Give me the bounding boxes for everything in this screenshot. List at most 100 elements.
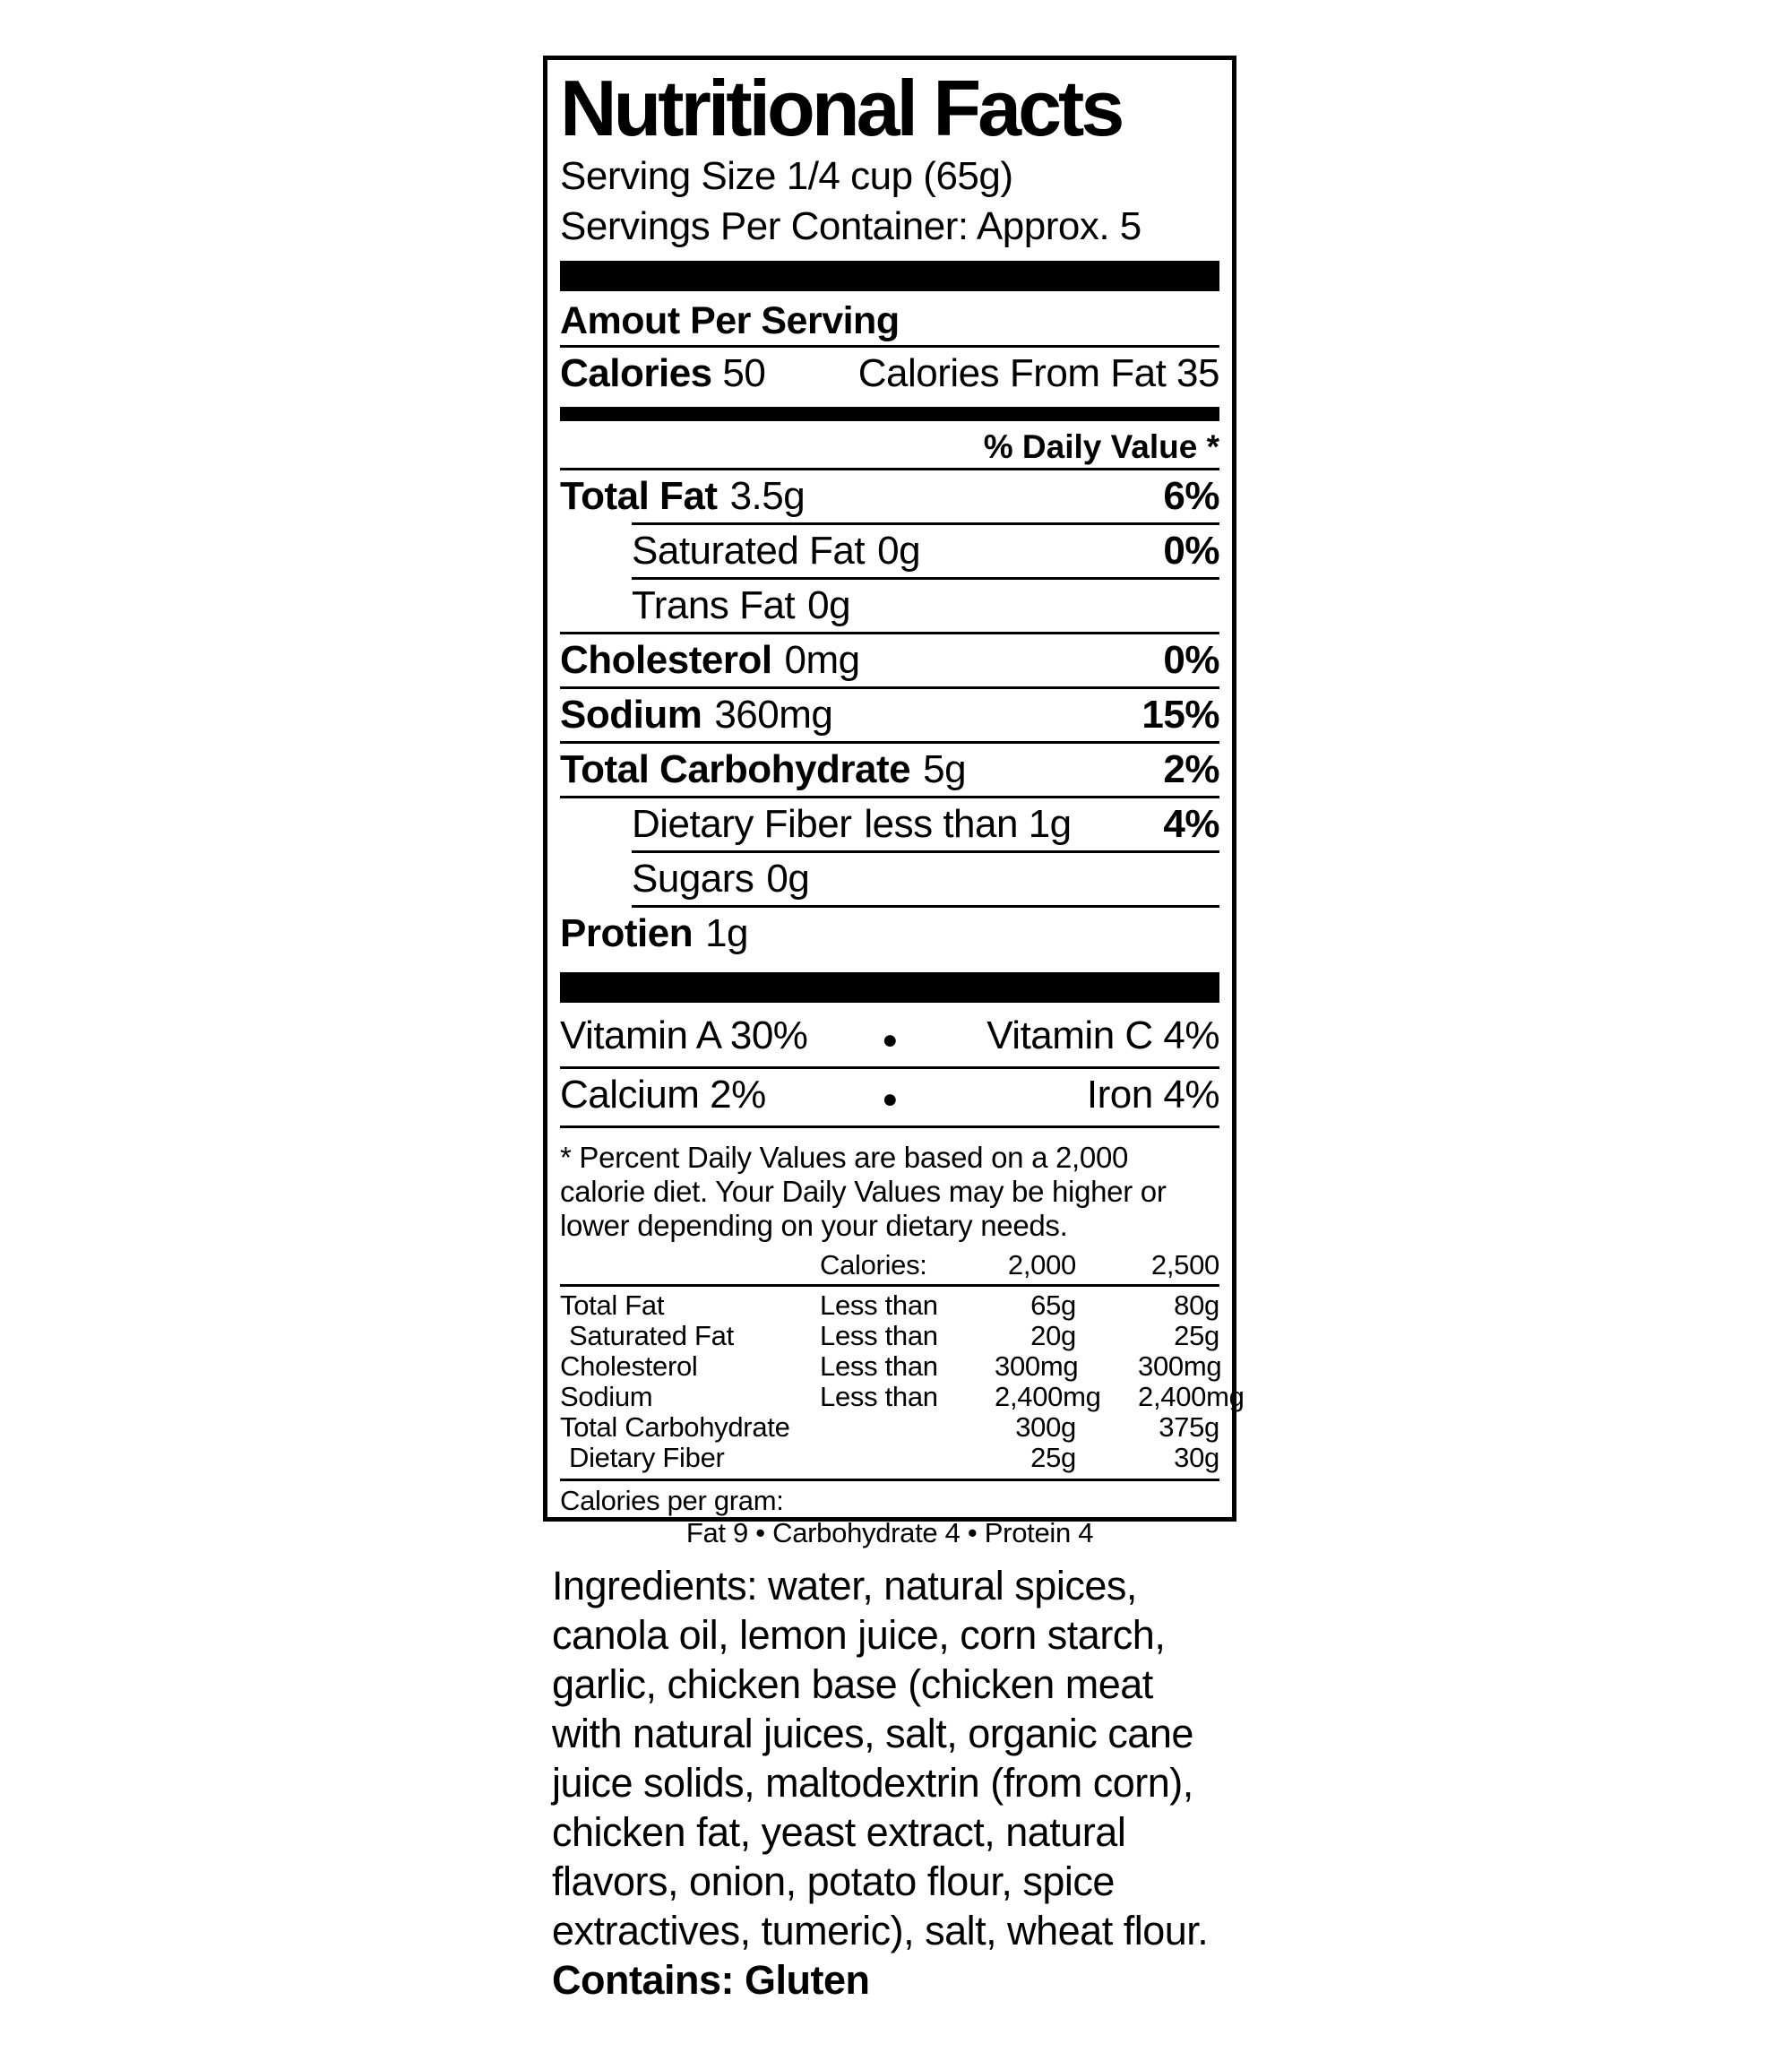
- dv-row-qualifier: [820, 1412, 995, 1443]
- nutrient-daily-value: 2%: [1163, 747, 1219, 791]
- dv-row-name: Total Fat: [560, 1289, 665, 1321]
- nutrient-amount: 1g: [705, 911, 749, 955]
- ingredients-line: garlic, chicken base (chicken meat: [552, 1661, 1153, 1707]
- dv-table-row-saturated-fat: Saturated Fat Less than 20g 25g: [560, 1321, 1219, 1351]
- nutrient-daily-value: 6%: [1163, 474, 1219, 518]
- nutrient-amount: 0g: [807, 583, 851, 627]
- dv-row-2000-value: 300g: [1015, 1411, 1076, 1443]
- dv-row-2000-value: 300mg: [995, 1350, 1079, 1382]
- nutrient-daily-value: 0%: [1163, 529, 1219, 573]
- calcium-value: Calcium 2%: [560, 1073, 766, 1117]
- nutrient-amount: 3.5g: [729, 474, 806, 518]
- label-title: Nutritional Facts: [560, 64, 1124, 152]
- medium-rule: [560, 407, 1219, 421]
- ingredients-line: chicken fat, yeast extract, natural: [552, 1809, 1126, 1855]
- calories-value: 50: [722, 351, 766, 395]
- dv-row-2000-value: 25g: [1030, 1442, 1076, 1473]
- bullet-icon: ●: [882, 1084, 898, 1114]
- vitamin-row-1: Vitamin A 30% ● Vitamin C 4%: [560, 1010, 1220, 1066]
- dv-row-2500-value: 25g: [1174, 1320, 1219, 1351]
- dv-header-spacer: [560, 1250, 820, 1281]
- dv-row-2500-value: 80g: [1174, 1289, 1219, 1321]
- separator: [632, 905, 1219, 908]
- bullet-icon: ●: [882, 1025, 898, 1055]
- thick-rule-middle: [560, 972, 1219, 1003]
- servings-per-container: Servings Per Container: Approx. 5: [560, 204, 1142, 248]
- calories-label: Calories: [560, 351, 712, 395]
- vitamin-c-value: Vitamin C 4%: [986, 1013, 1219, 1057]
- dv-row-name: Sodium: [560, 1381, 653, 1412]
- nutrient-name: Cholesterol: [560, 638, 772, 682]
- separator: [632, 577, 1219, 580]
- dv-row-qualifier: Less than: [820, 1320, 938, 1351]
- nutrient-amount: 360mg: [714, 693, 833, 737]
- calories-per-gram-values: Fat 9 • Carbohydrate 4 • Protein 4: [685, 1517, 1094, 1548]
- separator: [560, 1284, 1219, 1287]
- nutrient-row-total-fat: Total Fat 3.5g 6%: [560, 470, 1219, 522]
- vitamin-row-2: Calcium 2% ● Iron 4%: [560, 1069, 1220, 1125]
- dv-row-qualifier: Less than: [820, 1381, 938, 1412]
- nutrient-row-cholesterol: Cholesterol 0mg 0%: [560, 634, 1219, 686]
- nutrient-name: Sodium: [560, 693, 702, 737]
- ingredients-line: flavors, onion, potato flour, spice: [552, 1858, 1115, 1904]
- calories-from-fat: Calories From Fat 35: [857, 351, 1220, 395]
- separator: [560, 468, 1219, 470]
- nutrient-row-dietary-fiber: Dietary Fiber less than 1g 4%: [560, 798, 1219, 850]
- separator: [560, 1125, 1219, 1128]
- separator: [560, 632, 1219, 634]
- dv-table-row-sodium: Sodium Less than 2,400mg 2,400mg: [560, 1381, 1245, 1412]
- serving-size: Serving Size 1/4 cup (65g): [560, 154, 1013, 198]
- nutrient-row-sodium: Sodium 360mg 15%: [560, 689, 1219, 741]
- dv-row-2500-value: 2,400mg: [1138, 1381, 1245, 1412]
- nutrient-row-trans-fat: Trans Fat 0g: [560, 580, 1219, 632]
- dv-table-row-cholesterol: Cholesterol Less than 300mg 300mg: [560, 1350, 1222, 1382]
- separator: [560, 345, 1219, 348]
- nutrient-name: Saturated Fat: [632, 529, 866, 573]
- dv-table-row-total-carbohydrate: Total Carbohydrate 300g 375g: [560, 1412, 1219, 1443]
- daily-value-footnote: * Percent Daily Values are based on a 2,…: [560, 1141, 1167, 1242]
- dv-row-name: Total Carbohydrate: [560, 1411, 790, 1443]
- dv-row-name: Cholesterol: [560, 1350, 698, 1382]
- dv-header-calories: Calories:: [820, 1249, 927, 1281]
- dv-row-2000-value: 65g: [1030, 1289, 1076, 1321]
- dv-table-body: Total Fat Less than 65g 80g Saturated Fa…: [560, 1290, 1245, 1473]
- nutrient-amount: less than 1g: [864, 802, 1072, 846]
- nutrient-daily-value: 4%: [1163, 802, 1219, 846]
- thick-rule-top: [560, 261, 1219, 291]
- nutrient-amount: 0mg: [784, 638, 861, 682]
- ingredients-section: Ingredients: water, natural spices, cano…: [552, 1561, 1269, 2005]
- nutrient-amount: 5g: [923, 747, 967, 791]
- dv-header-2000: 2,000: [1007, 1249, 1076, 1281]
- separator: [632, 850, 1219, 853]
- nutrient-row-saturated-fat: Saturated Fat 0g 0%: [560, 525, 1219, 577]
- calories-per-gram-label: Calories per gram:: [560, 1485, 784, 1516]
- calories-label-value: Calories 50: [560, 348, 766, 400]
- amount-per-serving-heading: Amout Per Serving: [560, 299, 900, 342]
- dv-row-2500-value: 300mg: [1138, 1350, 1222, 1382]
- nutrient-name: Sugars: [632, 857, 754, 901]
- daily-value-header: % Daily Value *: [983, 428, 1219, 465]
- dv-table-row-total-fat: Total Fat Less than 65g 80g: [560, 1290, 1219, 1321]
- dv-row-qualifier: Less than: [820, 1350, 938, 1382]
- nutrient-row-total-carbohydrate: Total Carbohydrate 5g 2%: [560, 744, 1219, 796]
- separator: [560, 1479, 1219, 1481]
- daily-value-reference-table: Calories: 2,000 2,500 Total Fat Less tha…: [560, 1249, 1245, 1473]
- nutrient-name: Protien: [560, 911, 694, 955]
- nutrient-name: Total Carbohydrate: [560, 747, 911, 791]
- separator: [560, 796, 1219, 798]
- nutrient-name: Trans Fat: [632, 583, 796, 627]
- separator: [560, 686, 1219, 689]
- dv-row-2000-value: 20g: [1030, 1320, 1076, 1351]
- calories-row: Calories 50 Calories From Fat 35: [560, 348, 1220, 400]
- dv-row-qualifier: Less than: [820, 1289, 938, 1321]
- dv-row-qualifier: [820, 1443, 995, 1473]
- nutrient-row-protein: Protien 1g: [560, 908, 1219, 960]
- separator: [560, 1066, 1219, 1069]
- ingredients-line: juice solids, maltodextrin (from corn),: [552, 1760, 1193, 1806]
- dv-row-2000-value: 2,400mg: [995, 1381, 1101, 1412]
- dv-row-name: Dietary Fiber: [569, 1442, 725, 1473]
- contains-statement: Contains: Gluten: [552, 1957, 870, 2003]
- dv-row-2500-value: 375g: [1159, 1411, 1219, 1443]
- iron-value: Iron 4%: [1086, 1073, 1220, 1117]
